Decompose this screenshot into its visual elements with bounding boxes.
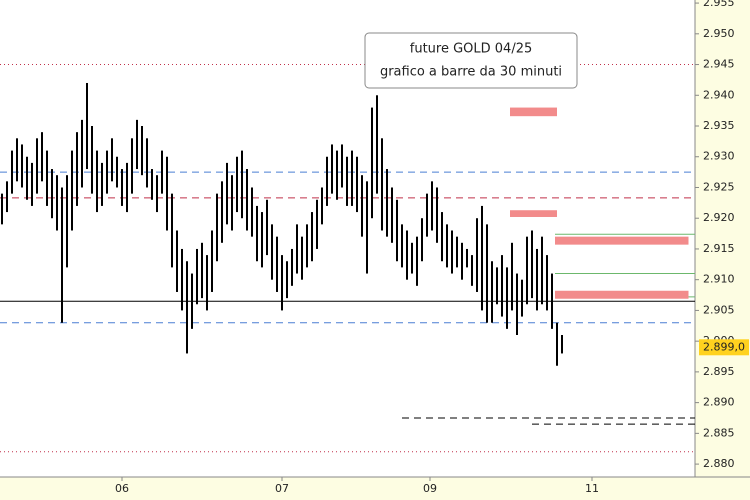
x-axis-area [0, 477, 750, 500]
y-tick-label: 2.895 [703, 365, 735, 378]
y-tick-label: 2.880 [703, 457, 735, 470]
zone [555, 290, 689, 299]
y-tick-label: 2.905 [703, 303, 735, 316]
zone [510, 107, 557, 117]
y-tick-label: 2.955 [703, 0, 735, 9]
annotation-line: grafico a barre da 30 minuti [380, 65, 562, 80]
y-tick-label: 2.935 [703, 119, 735, 132]
last-price-box [699, 339, 749, 356]
y-tick-label: 2.890 [703, 396, 735, 409]
x-tick-label: 06 [115, 482, 129, 495]
y-tick-label: 2.925 [703, 180, 735, 193]
y-tick-label: 2.920 [703, 211, 735, 224]
x-tick-label: 09 [423, 482, 437, 495]
y-tick-label: 2.945 [703, 58, 735, 71]
annotation-line: future GOLD 04/25 [410, 42, 533, 57]
plot-area [0, 64, 695, 453]
annotation-box [364, 32, 578, 89]
last-price-label: 2.899,0 [703, 340, 745, 353]
y-tick-label: 2.915 [703, 242, 735, 255]
zone [555, 236, 689, 245]
y-tick-label: 2.940 [703, 88, 735, 101]
y-tick-label: 2.885 [703, 426, 735, 439]
x-tick-label: 07 [275, 482, 289, 495]
y-tick-label: 2.950 [703, 27, 735, 40]
y-tick-label: 2.910 [703, 273, 735, 286]
zone [510, 210, 557, 217]
x-tick-label: 11 [585, 482, 599, 495]
y-tick-label: 2.930 [703, 150, 735, 163]
y-axis-area [695, 0, 750, 500]
